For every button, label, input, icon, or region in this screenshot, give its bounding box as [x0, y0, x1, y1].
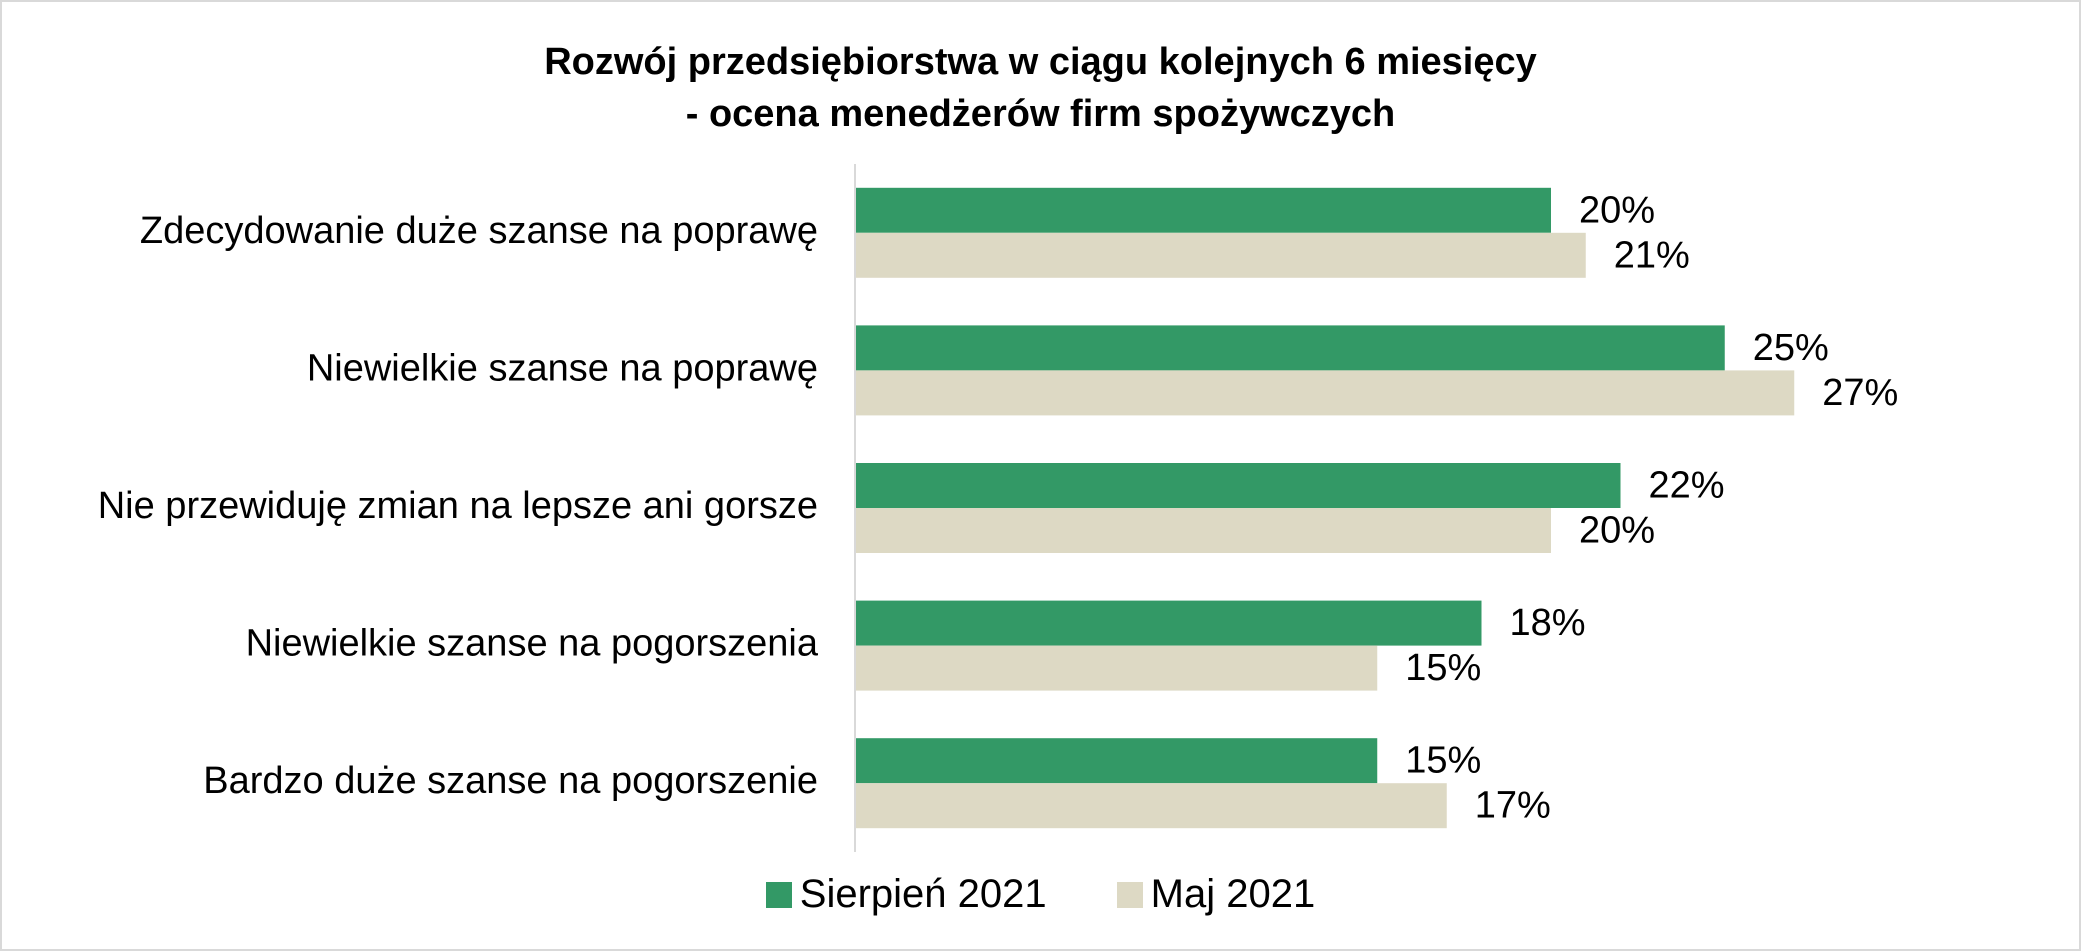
- bar-series-2: [856, 783, 1447, 829]
- chart-title-line-2: - ocena menedżerów firm spożywczych: [685, 93, 1396, 135]
- data-label-series-2: 27%: [1822, 372, 1898, 414]
- data-label-series-2: 21%: [1614, 234, 1690, 276]
- data-label-series-1: 15%: [1405, 740, 1481, 782]
- legend-item-series-2: Maj 2021: [1116, 872, 1316, 917]
- legend-label-series-2: Maj 2021: [1150, 872, 1316, 916]
- chart-title: Rozwój przedsiębiorstwa w ciągu kolejnyc…: [0, 36, 2081, 140]
- data-label-series-1: 25%: [1753, 327, 1829, 369]
- bar-series-2: [856, 232, 1586, 278]
- data-label-series-1: 20%: [1579, 189, 1655, 231]
- data-label-series-2: 15%: [1405, 647, 1481, 689]
- legend-swatch-series-2: [1116, 881, 1143, 908]
- category-label: Zdecydowanie duże szanse na poprawę: [140, 210, 818, 252]
- bar-series-1: [856, 325, 1725, 371]
- category-label: Nie przewiduję zmian na lepsze ani gorsz…: [98, 485, 818, 527]
- legend-swatch-series-1: [765, 881, 792, 908]
- bar-series-1: [856, 600, 1482, 646]
- data-label-series-2: 20%: [1579, 510, 1655, 552]
- bar-series-1: [856, 187, 1551, 233]
- category-label: Niewielkie szanse na poprawę: [307, 347, 818, 389]
- bar-series-2: [856, 508, 1551, 553]
- chart-legend: Sierpień 2021 Maj 2021: [0, 872, 2081, 917]
- bar-series-1: [856, 738, 1378, 784]
- chart-title-line-1: Rozwój przedsiębiorstwa w ciągu kolejnyc…: [544, 41, 1537, 83]
- bar-series-2: [856, 645, 1378, 691]
- category-label: Bardzo duże szanse na pogorszenie: [203, 760, 818, 802]
- data-label-series-2: 17%: [1475, 785, 1551, 827]
- bar-series-1: [856, 463, 1621, 508]
- data-label-series-1: 18%: [1510, 602, 1586, 644]
- category-label: Niewielkie szanse na pogorszenia: [246, 623, 819, 665]
- legend-label-series-1: Sierpień 2021: [799, 872, 1047, 916]
- data-label-series-1: 22%: [1649, 465, 1725, 507]
- legend-item-series-1: Sierpień 2021: [765, 872, 1047, 917]
- bar-series-2: [856, 370, 1795, 416]
